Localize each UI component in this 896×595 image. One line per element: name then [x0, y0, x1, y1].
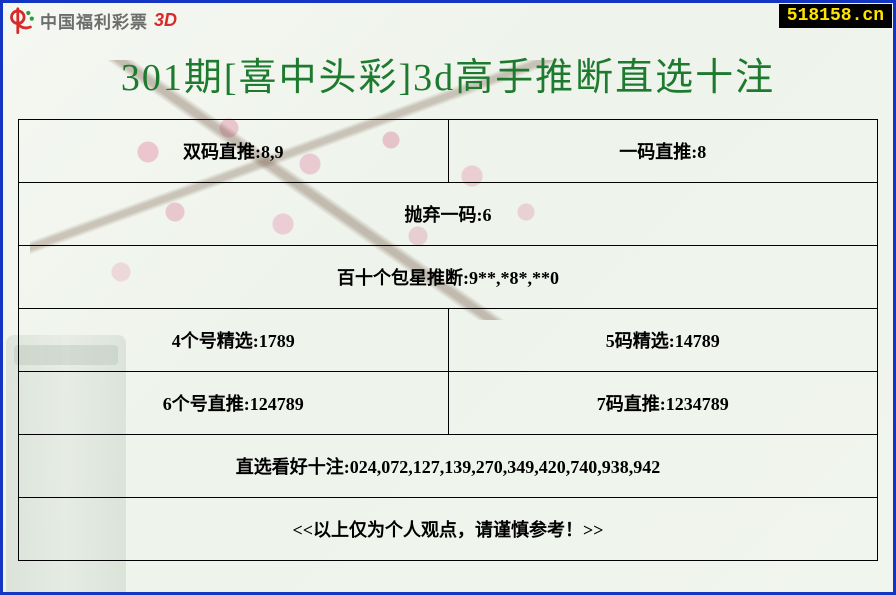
table-cell: 一码直推:8 — [448, 120, 878, 182]
table-row: 百十个包星推断:9**,*8*,**0 — [19, 246, 877, 309]
table-row: 6个号直推:1247897码直推:1234789 — [19, 372, 877, 435]
table-cell: 6个号直推:124789 — [19, 372, 448, 434]
prediction-table: 双码直推:8,9一码直推:8抛弃一码:6百十个包星推断:9**,*8*,**04… — [18, 119, 878, 561]
lottery-logo: 中国福利彩票 3D — [8, 6, 177, 34]
table-row: 直选看好十注:024,072,127,139,270,349,420,740,9… — [19, 435, 877, 498]
table-cell: <<以上仅为个人观点，请谨慎参考！>> — [19, 498, 877, 560]
header: 中国福利彩票 3D — [0, 0, 896, 36]
table-row: 抛弃一码:6 — [19, 183, 877, 246]
watermark-badge: 518158.cn — [779, 4, 892, 28]
table-cell: 百十个包星推断:9**,*8*,**0 — [19, 246, 877, 308]
table-row: <<以上仅为个人观点，请谨慎参考！>> — [19, 498, 877, 560]
table-cell: 7码直推:1234789 — [448, 372, 878, 434]
lottery-logo-text: 中国福利彩票 — [40, 8, 148, 33]
lottery-logo-3d: 3D — [154, 10, 177, 31]
table-cell: 直选看好十注:024,072,127,139,270,349,420,740,9… — [19, 435, 877, 497]
table-cell: 抛弃一码:6 — [19, 183, 877, 245]
table-cell: 5码精选:14789 — [448, 309, 878, 371]
page-title: 301期[喜中头彩]3d高手推断直选十注 — [0, 36, 896, 119]
lottery-logo-icon — [8, 6, 36, 34]
table-row: 双码直推:8,9一码直推:8 — [19, 120, 877, 183]
table-row: 4个号精选:17895码精选:14789 — [19, 309, 877, 372]
table-cell: 4个号精选:1789 — [19, 309, 448, 371]
table-cell: 双码直推:8,9 — [19, 120, 448, 182]
